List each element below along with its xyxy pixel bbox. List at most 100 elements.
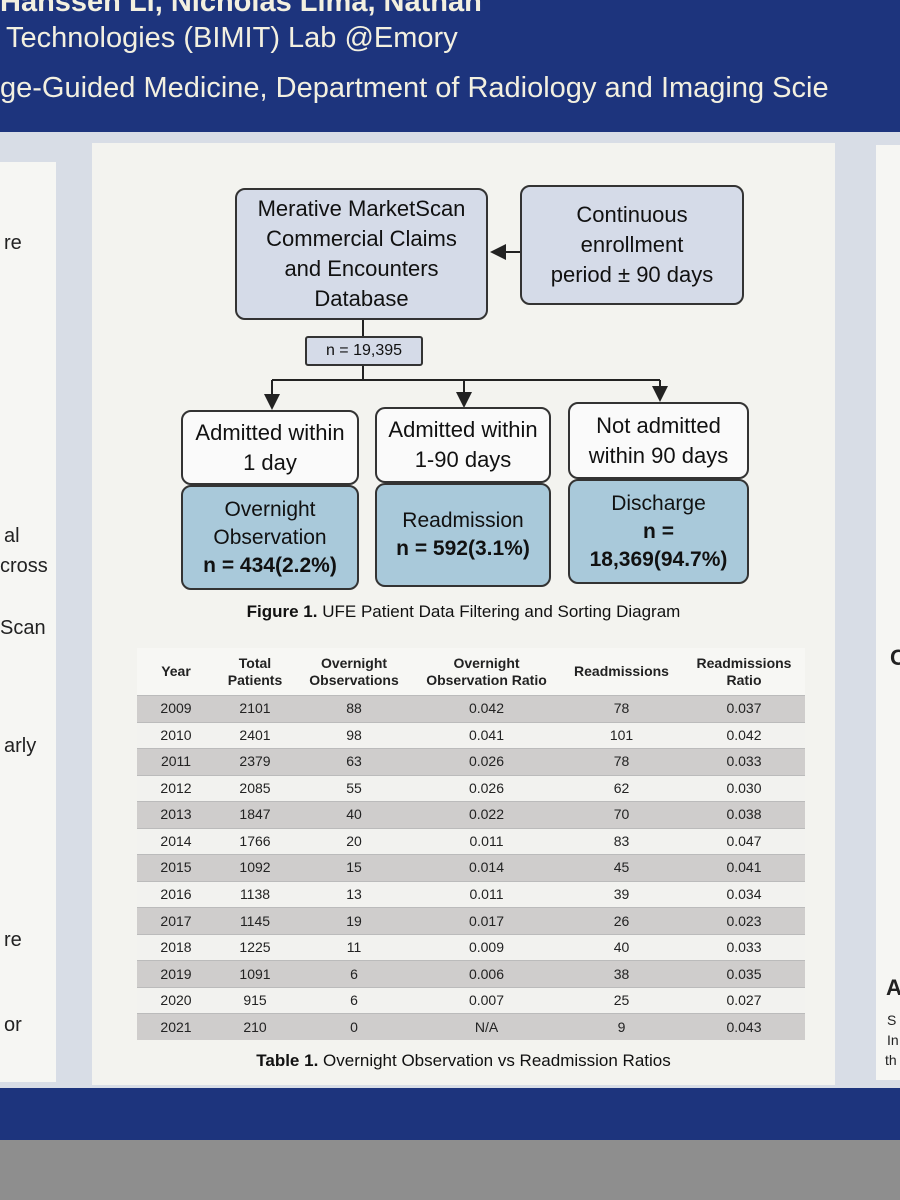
table-caption: Table 1. Overnight Observation vs Readmi… bbox=[92, 1051, 835, 1071]
row-bg bbox=[137, 986, 805, 1014]
table-cell: 0.017 bbox=[468, 912, 505, 929]
row-bg bbox=[137, 880, 805, 908]
outcome-box: Readmission n = 592(3.1%) bbox=[375, 483, 551, 587]
table-cell: 2018 bbox=[160, 939, 192, 956]
column-header: Overnight Observation Ratio bbox=[426, 654, 547, 688]
table-cell: 0.022 bbox=[468, 806, 505, 823]
table-cell: 39 bbox=[613, 886, 630, 903]
table-cell: 55 bbox=[346, 779, 362, 796]
table-cell: 11 bbox=[346, 939, 362, 956]
table-cell: 2015 bbox=[160, 859, 192, 876]
table-cell: 2014 bbox=[160, 832, 192, 849]
table-cell: 0 bbox=[350, 1018, 358, 1035]
cut-text: C bbox=[890, 645, 900, 670]
text-line: Discharge bbox=[611, 491, 706, 515]
table-cell: 1138 bbox=[239, 886, 271, 903]
table-cell: 0.035 bbox=[726, 965, 762, 982]
text-line: enrollment bbox=[580, 232, 684, 257]
cut-text: re bbox=[4, 929, 22, 951]
diagram-lines bbox=[264, 244, 668, 410]
condition-box: Not admitted within 90 days bbox=[568, 402, 749, 479]
caption-label: Table 1. bbox=[256, 1051, 319, 1070]
caption-text: Overnight Observation vs Readmission Rat… bbox=[323, 1051, 671, 1070]
caption-text: UFE Patient Data Filtering and Sorting D… bbox=[322, 602, 681, 621]
text-line: 18,369(94.7%) bbox=[589, 547, 728, 571]
table-cell: 6 bbox=[350, 992, 358, 1009]
table-cell: 1847 bbox=[239, 806, 271, 823]
text-line: Commercial Claims bbox=[266, 226, 457, 251]
table-cell: 0.009 bbox=[468, 939, 505, 956]
row-bg bbox=[137, 801, 805, 828]
table-cell: 70 bbox=[613, 806, 630, 823]
table-cell: 2379 bbox=[239, 753, 271, 770]
table-cell: 2011 bbox=[160, 753, 192, 770]
table-cell: 2010 bbox=[160, 726, 192, 743]
table-cell: 0.006 bbox=[468, 965, 505, 982]
table-cell: 88 bbox=[346, 700, 362, 717]
left-panel bbox=[0, 162, 56, 1082]
table-cell: 45 bbox=[613, 859, 630, 876]
table-cell: 15 bbox=[346, 859, 362, 876]
table-cell: 1225 bbox=[239, 939, 271, 956]
row-bg bbox=[137, 960, 805, 987]
text-line: and Encounters bbox=[284, 256, 439, 281]
table-cell: 1766 bbox=[239, 832, 271, 849]
table-cell: 78 bbox=[613, 753, 630, 770]
table-cell: 0.007 bbox=[468, 992, 505, 1009]
text-line: Merative MarketScan bbox=[257, 196, 466, 221]
department: ge-Guided Medicine, Department of Radiol… bbox=[0, 72, 829, 104]
table-cell: 2013 bbox=[160, 806, 192, 823]
table-cell: 2021 bbox=[160, 1018, 192, 1035]
table: Year Total Patients Overnight Observations… bbox=[137, 648, 805, 1040]
text-line: 1 day bbox=[243, 449, 297, 475]
table-cell: 1091 bbox=[239, 965, 271, 982]
table-cell: 83 bbox=[613, 832, 630, 849]
table-cell: 98 bbox=[346, 726, 362, 743]
column-header: Overnight Observations bbox=[309, 654, 399, 688]
table-cell: 0.042 bbox=[468, 700, 505, 717]
table-cell: 20 bbox=[346, 832, 362, 849]
footer-band bbox=[0, 1088, 900, 1140]
caption-label: Figure 1. bbox=[246, 602, 318, 621]
text-line: Observation bbox=[213, 525, 327, 549]
table-cell: 0.011 bbox=[469, 886, 504, 903]
row-bg bbox=[137, 721, 805, 749]
criteria-box: Continuous enrollment period ± 90 days bbox=[520, 185, 744, 305]
table-cell: 0.041 bbox=[468, 726, 505, 743]
table-cell: 2017 bbox=[160, 912, 192, 929]
table-cell: 0.047 bbox=[726, 832, 762, 849]
table-cell: 2009 bbox=[160, 700, 192, 717]
cut-text: S bbox=[887, 1012, 897, 1028]
text-line: n = 592(3.1%) bbox=[396, 537, 530, 560]
table-cell: 2020 bbox=[160, 992, 192, 1009]
lab: Technologies (BIMIT) Lab @Emory bbox=[6, 22, 458, 54]
table-cell: 210 bbox=[243, 1018, 267, 1035]
right-panel bbox=[876, 145, 900, 1080]
table-cell: 2019 bbox=[160, 965, 192, 982]
text-line: Not admitted bbox=[596, 412, 721, 438]
table-cell: 0.043 bbox=[726, 1018, 762, 1035]
header-band bbox=[0, 0, 900, 132]
cut-text: In bbox=[887, 1032, 899, 1048]
text-line: Overnight bbox=[224, 497, 316, 521]
row-bg bbox=[137, 854, 805, 881]
table-cell: 26 bbox=[613, 912, 630, 929]
table-cell: 62 bbox=[613, 779, 630, 796]
table-cell: 63 bbox=[346, 753, 362, 770]
table-cell: 1092 bbox=[239, 859, 271, 876]
text-line: 1-90 days bbox=[414, 447, 512, 472]
figure-caption: Figure 1. UFE Patient Data Filtering and… bbox=[92, 602, 835, 622]
row-bg bbox=[137, 907, 805, 934]
table-cell: 0.038 bbox=[726, 806, 762, 823]
table-cell: 0.030 bbox=[726, 779, 762, 796]
column-header: Readmissions Ratio bbox=[696, 654, 792, 688]
table-cell: 2085 bbox=[239, 779, 271, 796]
source-box: Merative MarketScan Commercial Claims and … bbox=[235, 188, 488, 320]
table-cell: 6 bbox=[350, 965, 358, 982]
table-cell: 0.011 bbox=[469, 832, 504, 849]
table-cell: 0.033 bbox=[726, 939, 762, 956]
table-cell: N/A bbox=[474, 1018, 499, 1035]
table-cell: 1145 bbox=[239, 912, 271, 929]
text-line: Readmission bbox=[402, 509, 524, 532]
